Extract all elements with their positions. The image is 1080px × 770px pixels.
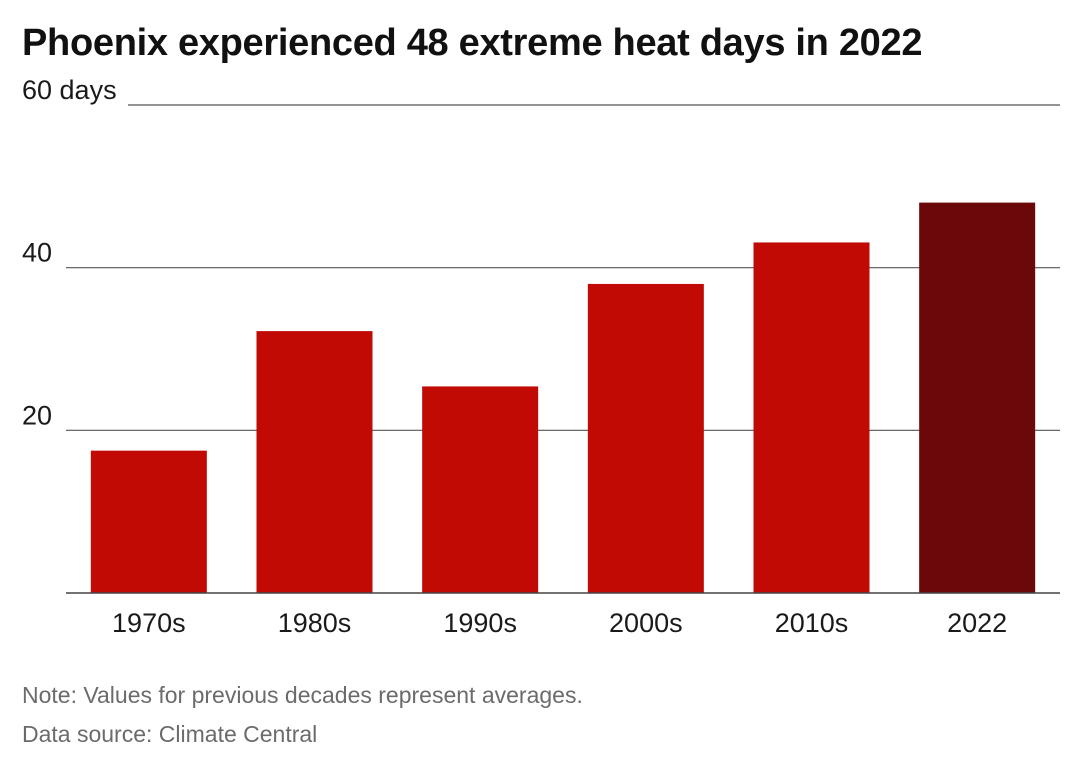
- y-tick-label: 20: [22, 400, 52, 430]
- x-tick-label-1990s: 1990s: [443, 608, 517, 638]
- bar-2022: [919, 202, 1036, 593]
- x-tick-label-1970s: 1970s: [112, 608, 186, 638]
- y-tick-label: 40: [22, 238, 52, 268]
- bar-1990s: [422, 386, 539, 593]
- gridlines: [66, 104, 1060, 431]
- bar-2000s: [587, 283, 704, 593]
- x-tick-label-2022: 2022: [947, 608, 1007, 638]
- chart-note: Note: Values for previous decades repres…: [22, 682, 583, 708]
- data-source: Data source: Climate Central: [22, 721, 318, 747]
- bar-1970s: [90, 450, 207, 593]
- bar-2010s: [753, 242, 870, 593]
- y-tick-labels: 20 40 60 days: [22, 75, 117, 430]
- bars: [90, 202, 1036, 593]
- x-tick-label-2010s: 2010s: [775, 608, 849, 638]
- bar-1980s: [256, 331, 373, 593]
- chart-title: Phoenix experienced 48 extreme heat days…: [22, 22, 923, 64]
- x-tick-label-2000s: 2000s: [609, 608, 683, 638]
- y-tick-label: 60 days: [22, 75, 117, 105]
- x-tick-label-1980s: 1980s: [278, 608, 352, 638]
- x-tick-labels: 1970s 1980s 1990s 2000s 2010s 2022: [112, 608, 1007, 638]
